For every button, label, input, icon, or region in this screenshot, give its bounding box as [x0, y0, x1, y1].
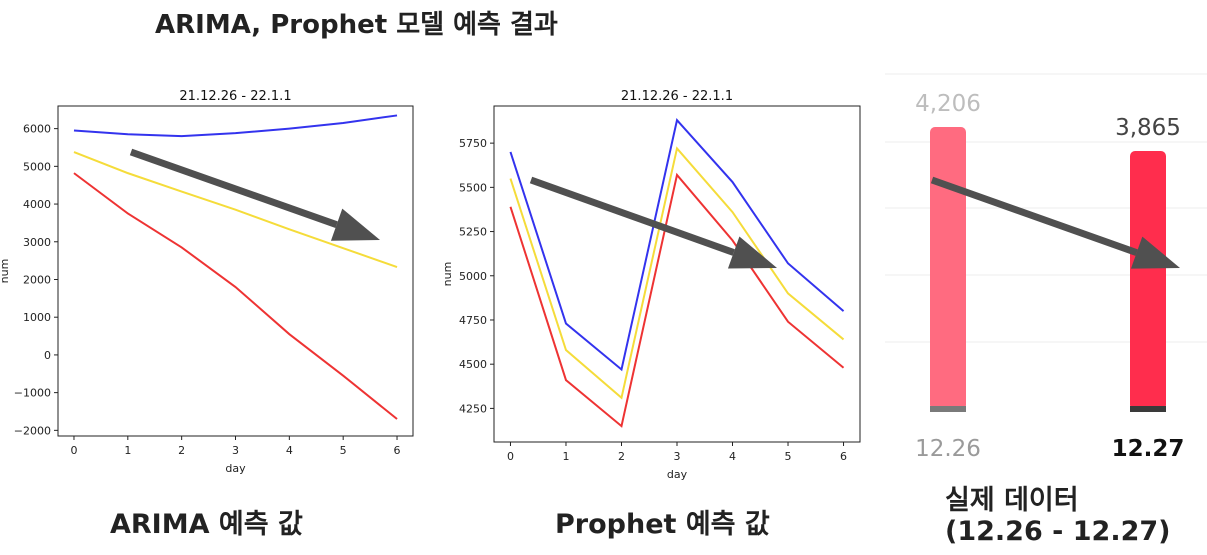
prophet-y-axis-label: num [441, 262, 454, 287]
prophet-y-tick-label: 5500 [459, 181, 487, 194]
arima-x-tick-label: 4 [286, 444, 293, 457]
prophet-x-axis-label: day [667, 468, 688, 481]
arima-series-red [73, 172, 398, 420]
page-title: ARIMA, Prophet 모델 예측 결과 [155, 10, 558, 40]
prophet-x-tick-label: 2 [618, 450, 625, 463]
arima-x-tick-label: 1 [124, 444, 131, 457]
prophet-y-tick-label: 4750 [459, 314, 487, 327]
arima-y-tick-label: −1000 [14, 387, 51, 400]
arima-y-tick-label: 4000 [23, 198, 51, 211]
prophet-y-tick-label: 4500 [459, 358, 487, 371]
prophet-y-tick-label: 5000 [459, 270, 487, 283]
arima-plot-frame [57, 105, 414, 437]
arima-y-tick-label: 2000 [23, 273, 51, 286]
prophet-x-tick-label: 6 [840, 450, 847, 463]
arima-x-tick-label: 0 [70, 444, 77, 457]
arima-y-tick-label: −2000 [14, 424, 51, 437]
prophet-caption: Prophet 예측 값 [555, 509, 770, 540]
actual-caption-line1: 실제 데이터 [945, 485, 1079, 516]
prophet-series-yellow [509, 146, 845, 400]
bar-category-label: 12.26 [915, 436, 981, 462]
arima-y-tick-label: 0 [44, 349, 51, 362]
prophet-x-tick-label: 1 [562, 450, 569, 463]
prophet-chart-title: 21.12.26 - 22.1.1 [621, 89, 733, 104]
arima-y-axis-label: num [0, 259, 11, 284]
prophet-series-red [509, 172, 845, 428]
trend-arrow-shaft [930, 176, 1138, 256]
arima-y-tick-label: 1000 [23, 311, 51, 324]
prophet-x-tick-label: 3 [674, 450, 681, 463]
prophet-y-tick-label: 5750 [459, 137, 487, 150]
arima-x-tick-label: 5 [340, 444, 347, 457]
actual-caption-line2: (12.26 - 12.27) [945, 516, 1171, 547]
bar-category-label: 12.27 [1112, 436, 1185, 462]
arima-x-axis-label: day [225, 462, 246, 475]
trend-arrow-head [1130, 236, 1180, 269]
arima-x-tick-label: 2 [178, 444, 185, 457]
arima-caption: ARIMA 예측 값 [110, 509, 303, 540]
arima-x-tick-label: 6 [394, 444, 401, 457]
trend-arrow-head [330, 208, 380, 241]
bar-base-marker [1130, 406, 1166, 412]
prophet-series-blue [509, 118, 845, 372]
trend-arrow-head [727, 236, 777, 269]
bar-value-label: 3,865 [1115, 115, 1181, 141]
bar-value-label: 4,206 [915, 91, 981, 117]
bar-base-marker [930, 406, 966, 412]
bar-12.26 [930, 127, 966, 410]
arima-y-tick-label: 3000 [23, 236, 51, 249]
trend-arrow-shaft [129, 148, 338, 228]
prophet-y-tick-label: 5250 [459, 226, 487, 239]
arima-x-tick-label: 3 [232, 444, 239, 457]
prophet-x-tick-label: 0 [507, 450, 514, 463]
arima-series-yellow [73, 151, 398, 268]
trend-arrow-shaft [529, 176, 735, 256]
arima-y-tick-label: 5000 [23, 160, 51, 173]
prophet-x-tick-label: 4 [729, 450, 736, 463]
bar-12.27 [1130, 151, 1166, 410]
arima-series-blue [73, 114, 398, 138]
prophet-plot-frame [493, 105, 861, 443]
prophet-x-tick-label: 5 [785, 450, 792, 463]
arima-y-tick-label: 6000 [23, 123, 51, 136]
prophet-y-tick-label: 4250 [459, 402, 487, 415]
arima-chart-title: 21.12.26 - 22.1.1 [179, 89, 291, 104]
